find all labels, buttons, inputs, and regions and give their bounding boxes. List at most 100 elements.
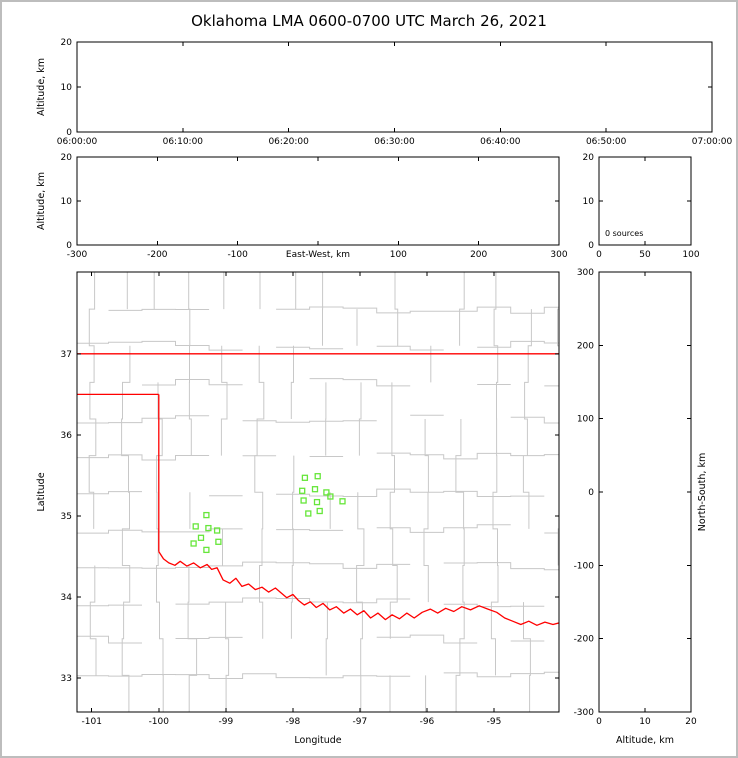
y-tick-label: 35 (61, 512, 72, 522)
x-tick-label: 300 (550, 250, 567, 260)
y-axis-label: Altitude, km (36, 58, 47, 116)
panel-border (76, 271, 560, 713)
y-tick-label: -300 (574, 708, 595, 718)
x-tick-label: -96 (420, 717, 435, 727)
sources-count-label: 0 sources (605, 229, 643, 238)
y-tick-label: 37 (61, 350, 72, 360)
x-tick-label: 06:20:00 (268, 137, 309, 147)
x-axis-label: East-West, km (286, 250, 350, 260)
x-tick-label: 50 (639, 250, 651, 260)
lma-station-marker (203, 511, 210, 519)
y-axis: 0 10 20 (61, 38, 712, 138)
x-axis: -300 -200 -100 100 200 300 (67, 157, 568, 260)
y-tick-label: 10 (61, 83, 73, 93)
x-tick-label: -97 (353, 717, 368, 727)
y-tick-label: -100 (574, 561, 595, 571)
panel-border (76, 41, 713, 133)
lma-station-marker (313, 498, 321, 506)
y-tick-label: 36 (61, 431, 73, 441)
x-axis: -101 -100 -99 -98 -97 -96 -95 (82, 272, 502, 727)
x-axis-label: Longitude (294, 735, 341, 746)
lma-station-marker (316, 507, 323, 515)
y-axis-label: Altitude, km (36, 172, 47, 230)
x-tick-label: -95 (487, 717, 502, 727)
x-axis: 0 50 100 (596, 157, 700, 260)
y-tick-label: 200 (577, 341, 594, 351)
y-axis: 300 200 100 0 -100 -200 -300 (574, 268, 691, 718)
plan-view-panel: -101 -100 -99 -98 -97 -96 -95 33 34 35 36 37 Longitu… (36, 271, 560, 746)
chart-title: Oklahoma LMA 0600-0700 UTC March 26, 202… (191, 12, 547, 30)
county-boundaries (77, 272, 559, 712)
lma-station-marker (213, 527, 221, 534)
lma-station-marker (314, 473, 321, 480)
x-axis-label: Altitude, km (616, 735, 674, 746)
x-tick-label: 06:10:00 (163, 137, 204, 147)
red-river-border (158, 551, 559, 626)
x-tick-label: 06:50:00 (586, 137, 627, 147)
lma-station-marker (299, 487, 306, 494)
lma-station-marker (190, 540, 197, 547)
lma-station-marker (197, 534, 205, 541)
x-tick-label: -200 (147, 250, 168, 260)
y-tick-label: 0 (66, 241, 72, 251)
lma-station-marker (215, 538, 222, 545)
lma-station-marker (301, 474, 309, 481)
altitude-histogram-panel: 0 sources 0 50 100 0 10 20 (583, 153, 700, 260)
y-tick-label: 0 (588, 241, 594, 251)
lma-station-marker (205, 524, 212, 532)
lma-station-marker (327, 493, 334, 500)
map-layers (77, 272, 559, 712)
x-tick-label: 10 (639, 717, 651, 727)
county-boundary-lines (77, 272, 559, 712)
x-tick-label: 0 (596, 250, 602, 260)
x-tick-label: -100 (227, 250, 248, 260)
east-west-altitude-panel: -300 -200 -100 100 200 300 0 10 20 East-West, km A… (36, 153, 568, 260)
y-axis: 0 10 20 (61, 153, 559, 251)
x-tick-label: 06:00:00 (57, 137, 98, 147)
y-tick-label: 300 (577, 268, 594, 278)
x-tick-label: -99 (218, 717, 233, 727)
y-tick-label: 20 (61, 38, 73, 48)
y-axis-label: North-South, km (697, 453, 708, 531)
lma-station-marker (323, 489, 330, 496)
oklahoma-state-border (77, 353, 559, 626)
x-axis: 0 10 20 (596, 272, 697, 727)
lma-station-marker (305, 510, 312, 517)
x-tick-label: -98 (286, 717, 301, 727)
lma-station-marker (300, 497, 307, 504)
lma-station-marker (311, 486, 319, 493)
y-tick-label: 0 (66, 128, 72, 138)
y-tick-label: -200 (574, 635, 595, 645)
x-tick-label: 06:30:00 (374, 137, 415, 147)
x-tick-label: 100 (390, 250, 407, 260)
lma-station-marker (203, 546, 210, 554)
panel-border (598, 271, 692, 713)
x-tick-label: 100 (682, 250, 699, 260)
lma-station-marker (192, 523, 199, 530)
y-axis: 33 34 35 36 37 (61, 350, 559, 684)
y-tick-label: 34 (61, 593, 73, 603)
x-tick-label: -101 (82, 717, 102, 727)
x-axis: 06:00:00 06:10:00 06:20:00 06:30:00 06:40:00… (57, 42, 733, 147)
y-axis-label: Latitude (36, 472, 47, 511)
north-south-altitude-panel: 0 10 20 300 200 100 0 -100 -200 -300 Altitude, km N… (574, 268, 708, 746)
x-tick-label: 06:40:00 (480, 137, 521, 147)
lma-station-markers (190, 473, 346, 554)
time-altitude-panel: 06:00:00 06:10:00 06:20:00 06:30:00 06:40:00… (36, 38, 732, 147)
y-tick-label: 20 (583, 153, 595, 163)
x-tick-label: 0 (596, 717, 602, 727)
x-tick-label: 200 (470, 250, 487, 260)
y-tick-label: 100 (577, 415, 594, 425)
panel-border (76, 156, 560, 246)
x-tick-label: -100 (149, 717, 170, 727)
x-tick-label: -300 (67, 250, 88, 260)
x-tick-label: 07:00:00 (692, 137, 733, 147)
y-tick-label: 0 (588, 488, 594, 498)
x-tick-label: 20 (685, 717, 697, 727)
y-tick-label: 10 (61, 197, 73, 207)
y-tick-label: 20 (61, 153, 73, 163)
y-tick-label: 10 (583, 197, 595, 207)
y-axis: 0 10 20 (583, 153, 691, 251)
